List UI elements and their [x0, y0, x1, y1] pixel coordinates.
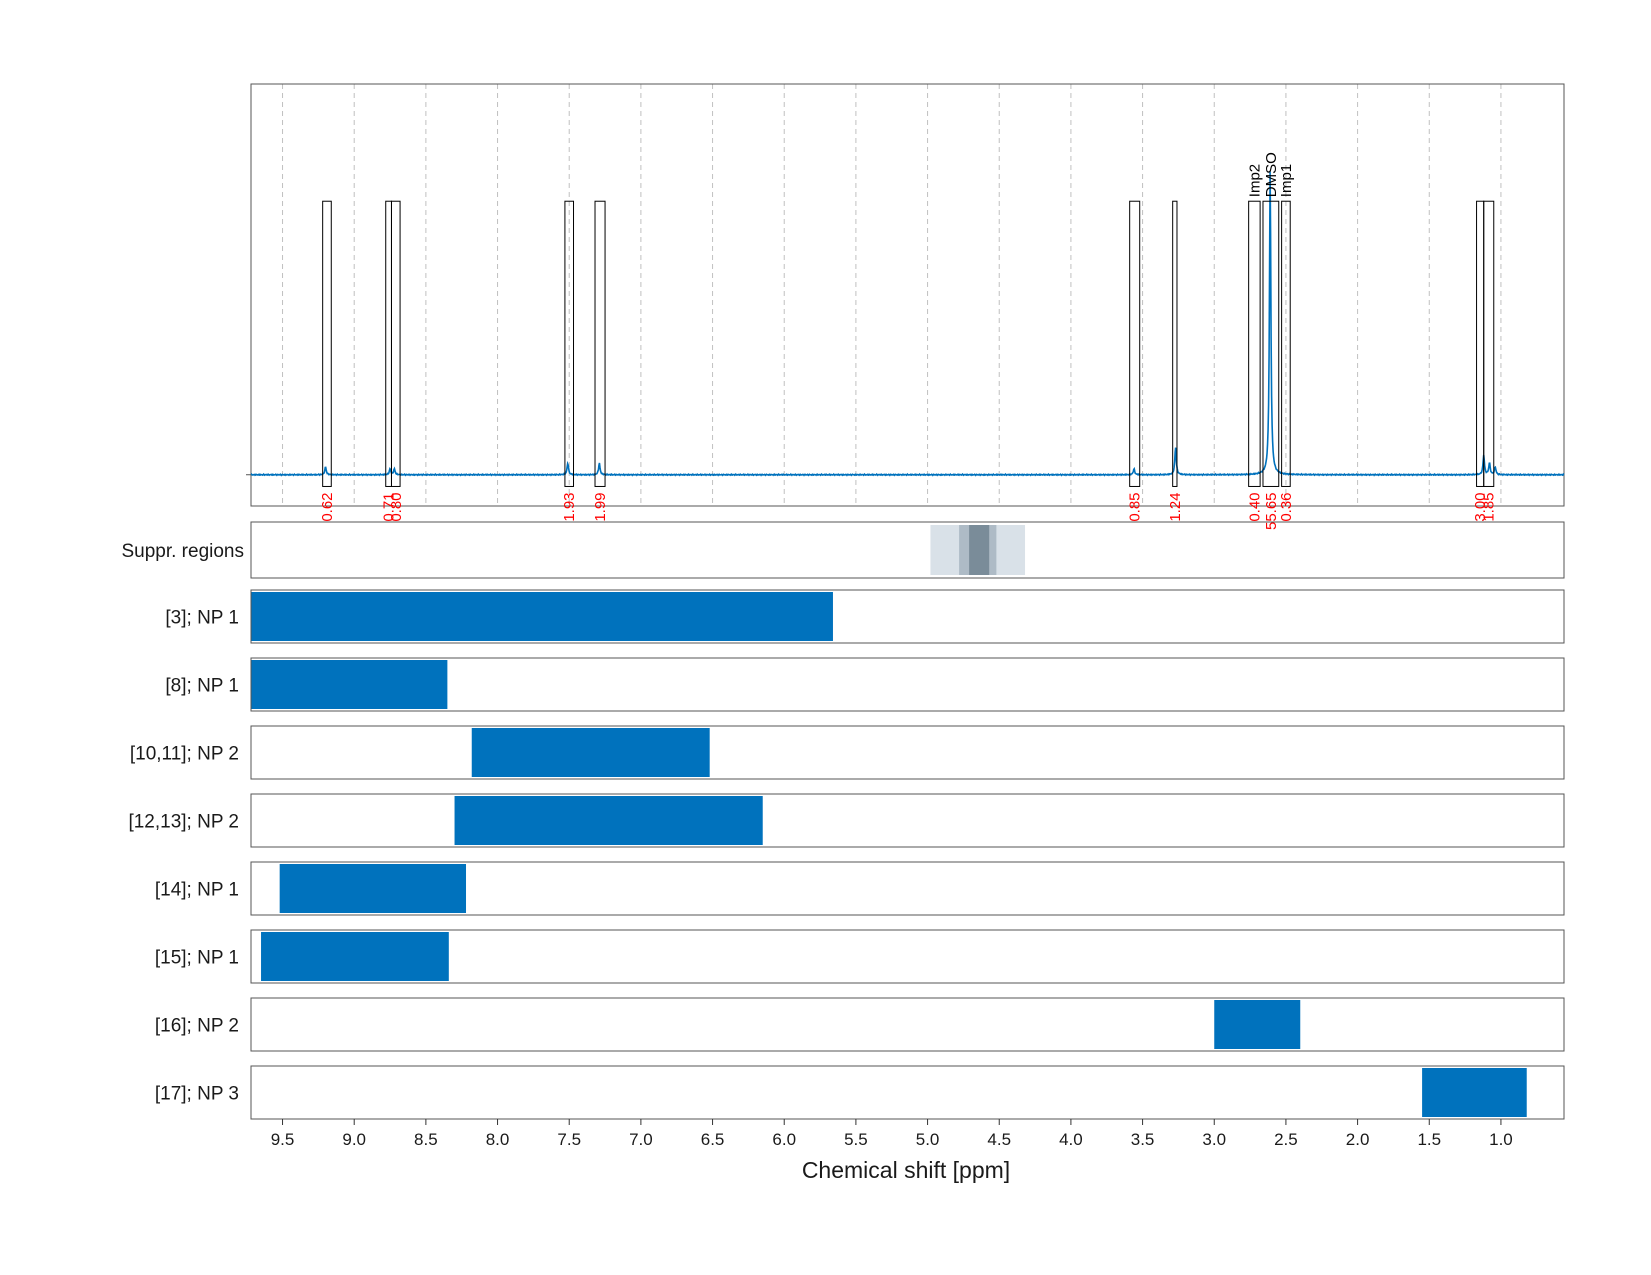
track-bar-7 [1422, 1068, 1527, 1117]
integral-label-8: 55.65 [1263, 492, 1280, 530]
integral-box-3 [564, 200, 575, 487]
track-label-1: [8]; NP 1 [165, 676, 239, 697]
track-frame-1 [250, 657, 1565, 712]
integral-box-6 [1172, 200, 1178, 487]
x-tick-label-5: 7.0 [629, 1130, 653, 1149]
integral-box-7 [1248, 200, 1261, 487]
x-axis: 9.5 9.0 8.5 8.0 7.5 7.0 6.5 6.0 5.5 5.0 4.5 4.0 3.5 3… [271, 1119, 1513, 1149]
track-label-5: [15]; NP 1 [155, 948, 239, 969]
peak-annotation-7: Imp2 [1246, 164, 1263, 197]
track-bar-0 [251, 592, 833, 641]
x-tick-label-15: 2.0 [1346, 1130, 1370, 1149]
track-frame-4 [250, 861, 1565, 916]
x-tick-label-14: 2.5 [1274, 1130, 1298, 1149]
spectrum-panel: 0.62 0.710.80 1.93 1.99 0.85 1.24 0.40 Imp2 55.6… [246, 83, 1565, 530]
x-tick-label-16: 1.5 [1417, 1130, 1441, 1149]
x-tick-label-9: 5.0 [916, 1130, 940, 1149]
track-bar-3 [454, 796, 763, 845]
region-tracks: [3]; NP 1 [8]; NP 1 [10,11]; NP 2 [12,13]; … [128, 589, 1565, 1120]
x-tick-label-10: 4.5 [987, 1130, 1011, 1149]
track-frame-7 [250, 1065, 1565, 1120]
integral-box-5 [1129, 200, 1141, 487]
peak-annotation-9: Imp1 [1278, 164, 1295, 197]
integral-label-0: 0.62 [319, 492, 336, 521]
track-label-3: [12,13]; NP 2 [128, 812, 239, 833]
x-tick-label-11: 4.0 [1059, 1130, 1083, 1149]
track-label-2: [10,11]; NP 2 [130, 744, 239, 765]
integral-label-10: 3.00 [1472, 492, 1489, 521]
suppression-label: Suppr. regions [121, 541, 244, 562]
track-bar-1 [251, 660, 448, 709]
spectrum-line [250, 171, 1565, 477]
track-label-4: [14]; NP 1 [155, 880, 239, 901]
integral-box-11 [1483, 200, 1495, 487]
x-tick-label-8: 5.5 [844, 1130, 868, 1149]
integral-box-10 [1476, 200, 1485, 487]
integral-box-1 [385, 200, 392, 487]
peak-annotation-8: DMSO [1263, 152, 1280, 197]
track-bar-2 [471, 728, 710, 777]
integral-label-1: 0.71 [381, 492, 398, 521]
integral-label-2: 0.80 [388, 492, 405, 521]
x-tick-label-0: 9.5 [271, 1130, 295, 1149]
integral-label-9: 0.36 [1278, 492, 1295, 521]
track-bar-4 [279, 864, 467, 913]
integral-box-0 [322, 200, 332, 487]
x-tick-label-12: 3.5 [1131, 1130, 1155, 1149]
integral-box-9 [1281, 200, 1291, 487]
x-axis-label: Chemical shift [ppm] [802, 1157, 1010, 1183]
track-frame-2 [250, 725, 1565, 780]
track-frame-5 [250, 929, 1565, 984]
integral-box-4 [594, 200, 606, 487]
x-tick-label-1: 9.0 [342, 1130, 366, 1149]
integral-label-5: 0.85 [1127, 492, 1144, 521]
track-frame-3 [250, 793, 1565, 848]
track-label-7: [17]; NP 3 [155, 1084, 239, 1105]
integral-label-11: 1.85 [1481, 492, 1498, 521]
grid-lines [282, 84, 1502, 506]
track-frame-0 [250, 589, 1565, 644]
x-tick-label-2: 8.5 [414, 1130, 438, 1149]
track-label-0: [3]; NP 1 [165, 608, 239, 629]
integral-label-6: 1.24 [1167, 492, 1184, 521]
x-tick-label-7: 6.0 [772, 1130, 796, 1149]
integral-box-8 [1262, 200, 1280, 487]
integral-label-3: 1.93 [561, 492, 578, 521]
suppression-panel: Suppr. regions [121, 521, 1565, 579]
integral-box-2 [390, 200, 401, 487]
integral-label-7: 0.40 [1246, 492, 1263, 521]
x-tick-label-4: 7.5 [557, 1130, 581, 1149]
track-bar-5 [261, 932, 449, 981]
track-bar-6 [1214, 1000, 1301, 1049]
x-tick-label-6: 6.5 [701, 1130, 725, 1149]
spectrum-frame [250, 83, 1565, 507]
integral-label-4: 1.99 [592, 492, 609, 521]
x-tick-label-17: 1.0 [1489, 1130, 1513, 1149]
suppression-frame [250, 521, 1565, 579]
suppression-band-2 [969, 525, 990, 575]
track-label-6: [16]; NP 2 [155, 1016, 239, 1037]
x-tick-label-3: 8.0 [486, 1130, 510, 1149]
track-frame-6 [250, 997, 1565, 1052]
x-tick-label-13: 3.0 [1202, 1130, 1226, 1149]
